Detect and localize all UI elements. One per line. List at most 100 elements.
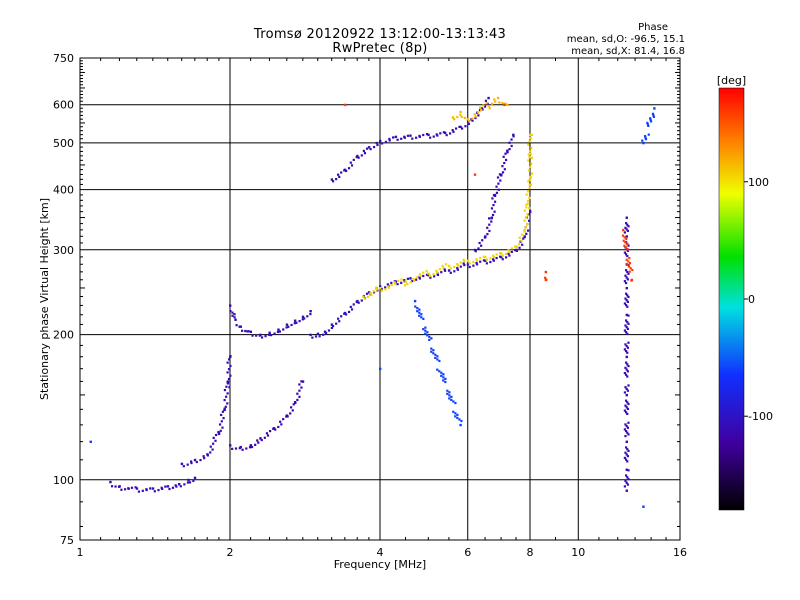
data-point — [269, 429, 272, 433]
data-point — [438, 268, 441, 271]
colorbar-tick-label: 0 — [748, 293, 755, 306]
data-point — [411, 279, 414, 283]
data-point — [488, 229, 491, 233]
data-point — [412, 277, 415, 281]
data-point — [459, 423, 462, 427]
data-point — [623, 371, 626, 375]
data-point — [434, 353, 437, 356]
data-point — [629, 267, 632, 270]
data-point — [530, 133, 533, 136]
data-point — [396, 283, 399, 286]
data-point — [229, 309, 232, 313]
data-point — [428, 338, 431, 342]
data-point — [338, 320, 341, 323]
data-point — [528, 140, 531, 143]
data-point — [338, 175, 341, 178]
data-point — [624, 269, 628, 272]
data-point — [473, 248, 477, 252]
data-point — [296, 398, 299, 402]
data-point — [199, 458, 202, 462]
data-point — [195, 460, 198, 464]
data-point — [500, 252, 503, 255]
data-point — [217, 432, 221, 436]
y-tick-label: 750 — [53, 52, 74, 65]
data-point — [488, 217, 491, 220]
data-point — [644, 138, 648, 141]
data-point — [309, 312, 312, 316]
data-point — [435, 269, 438, 273]
data-point — [426, 331, 429, 334]
data-point — [411, 137, 414, 140]
data-point — [393, 281, 396, 284]
data-point — [432, 273, 435, 276]
data-point — [429, 136, 432, 139]
data-point — [624, 226, 627, 229]
data-point — [460, 419, 463, 423]
data-point — [244, 329, 247, 333]
data-point — [356, 299, 359, 303]
data-point — [330, 326, 333, 330]
y-tick-label: 75 — [60, 534, 74, 547]
data-point — [529, 133, 532, 137]
data-point — [287, 325, 290, 328]
data-point — [459, 110, 462, 114]
x-tick-label: 4 — [377, 546, 384, 559]
data-point — [456, 262, 459, 266]
data-point — [379, 139, 382, 143]
data-point — [362, 295, 365, 298]
data-point — [462, 262, 465, 265]
data-point — [626, 254, 629, 258]
data-point — [521, 243, 524, 246]
data-point — [492, 203, 495, 207]
data-point — [529, 175, 532, 179]
data-point — [626, 431, 629, 434]
data-point — [151, 487, 155, 490]
data-point — [499, 179, 502, 182]
data-point — [403, 284, 407, 287]
data-point — [440, 371, 443, 374]
data-point — [521, 233, 524, 236]
data-point — [225, 395, 228, 398]
data-point — [323, 330, 327, 333]
data-point — [456, 416, 459, 420]
data-point — [447, 269, 451, 272]
data-point — [477, 114, 480, 117]
data-point — [624, 373, 628, 376]
data-point — [515, 246, 518, 249]
data-point — [462, 258, 465, 261]
data-point — [372, 290, 375, 293]
data-point — [365, 147, 369, 150]
data-point — [453, 270, 456, 273]
chart-title: Tromsø 20120922 13:12:00-13:13:43 — [253, 27, 507, 42]
data-point — [415, 278, 418, 281]
data-point — [214, 439, 217, 442]
data-point — [300, 386, 303, 389]
data-point — [229, 304, 232, 307]
data-point — [471, 119, 474, 122]
data-point — [529, 210, 532, 214]
data-point — [89, 440, 92, 444]
data-point — [384, 286, 387, 289]
data-point — [388, 137, 391, 141]
data-point — [190, 460, 193, 463]
data-point — [625, 216, 628, 219]
data-point — [221, 410, 224, 413]
data-point — [626, 407, 629, 411]
data-point — [626, 249, 629, 252]
data-point — [229, 364, 232, 368]
data-point — [387, 286, 390, 289]
data-point — [624, 274, 627, 277]
data-points — [89, 96, 656, 508]
data-point — [324, 331, 328, 335]
data-point — [649, 118, 652, 121]
data-point — [621, 234, 625, 237]
data-point — [626, 389, 629, 392]
data-point — [226, 361, 229, 364]
data-point — [433, 275, 436, 278]
data-point — [510, 144, 513, 148]
data-point — [289, 412, 292, 415]
data-point — [468, 262, 471, 265]
data-point — [624, 458, 628, 461]
data-point — [428, 274, 432, 277]
data-point — [436, 358, 439, 361]
